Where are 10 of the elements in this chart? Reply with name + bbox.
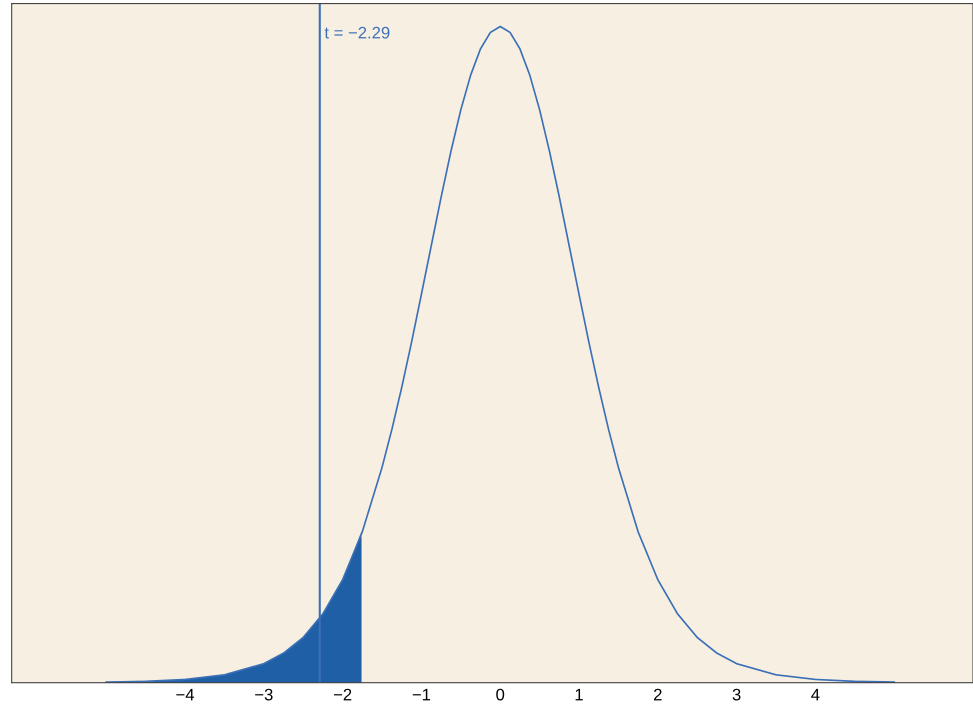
x-tick-label: −4 (176, 688, 194, 700)
ref-line-label: t = −2.29 (324, 26, 390, 39)
x-tick-label: 0 (496, 688, 504, 700)
x-tick-label: −2 (334, 688, 352, 700)
x-tick-label: 3 (732, 688, 741, 700)
x-tick-label: −1 (412, 688, 430, 700)
x-tick-label: −3 (255, 688, 273, 700)
x-tick-label: 2 (654, 688, 662, 700)
x-tick-label: 1 (576, 688, 583, 700)
x-tick-label: 4 (811, 688, 820, 700)
